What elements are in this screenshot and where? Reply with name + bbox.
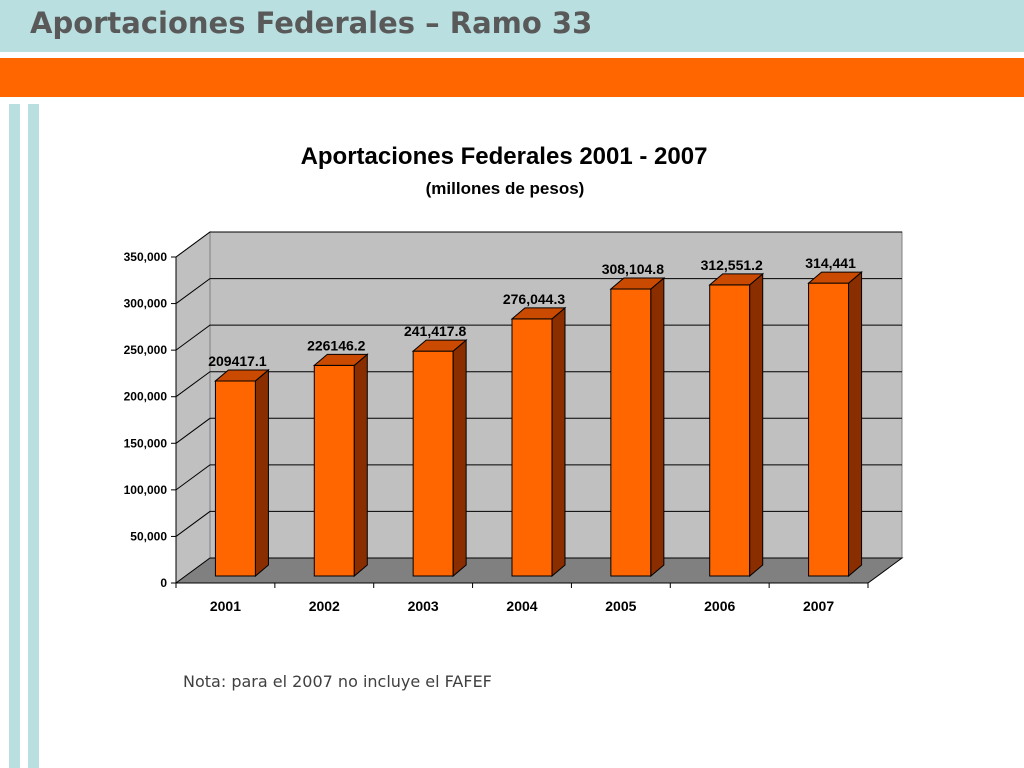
y-tick-label: 200,000 — [124, 390, 168, 404]
bar-side — [848, 271, 863, 578]
y-tick-label: 250,000 — [124, 343, 168, 357]
gridline — [175, 324, 902, 351]
bar — [313, 364, 355, 577]
x-tick-label: 2005 — [605, 598, 636, 614]
bar-top — [312, 353, 369, 366]
y-tick-label: 100,000 — [124, 483, 168, 497]
x-tick-label: 2004 — [506, 598, 537, 614]
bar-top — [411, 339, 468, 352]
bar-side — [452, 339, 467, 578]
decor-stripe-right — [28, 104, 39, 768]
slide-title: Aportaciones Federales – Ramo 33 — [30, 6, 593, 40]
bar-side — [254, 368, 269, 578]
y-tick-label: 0 — [160, 576, 167, 590]
bar-side — [551, 306, 566, 578]
x-tick-label: 2007 — [803, 598, 834, 614]
bar-side — [353, 353, 368, 578]
bar-top — [510, 307, 567, 320]
data-label: 308,104.8 — [602, 261, 664, 277]
y-tick-label: 300,000 — [124, 297, 168, 311]
data-label: 226146.2 — [307, 337, 366, 353]
data-label: 209417.1 — [208, 353, 267, 369]
gridline — [175, 417, 902, 444]
bar-top — [214, 369, 270, 382]
bar-top — [708, 273, 765, 286]
bar — [412, 350, 454, 577]
plot-side-wall — [175, 231, 211, 584]
chart-title: Aportaciones Federales 2001 - 2007 — [301, 143, 708, 170]
data-label: 312,551.2 — [701, 257, 763, 273]
bar — [709, 284, 751, 577]
data-label: 241,417.8 — [404, 323, 466, 339]
y-tick-label: 350,000 — [124, 250, 168, 264]
bar-top — [609, 277, 666, 290]
bar — [808, 282, 850, 577]
y-tick-label: 50,000 — [130, 529, 167, 543]
gridline — [175, 510, 902, 537]
x-tick-label: 2001 — [210, 598, 241, 614]
y-tick-label: 150,000 — [124, 436, 168, 450]
gridline — [175, 464, 902, 491]
bar-side — [650, 276, 665, 578]
footnote: Nota: para el 2007 no incluye el FAFEF — [183, 672, 492, 691]
header-band — [0, 0, 1024, 52]
x-tick-label: 2006 — [704, 598, 735, 614]
data-label: 276,044.3 — [503, 291, 565, 307]
accent-band — [0, 58, 1024, 97]
bar — [610, 288, 652, 577]
gridline — [175, 278, 902, 304]
x-tick-label: 2003 — [408, 598, 439, 614]
chart-subtitle: (millones de pesos) — [426, 179, 585, 198]
bar — [214, 380, 256, 577]
gridline — [175, 371, 902, 398]
bar — [511, 318, 553, 577]
data-label: 314,441 — [805, 255, 856, 271]
bar-top — [807, 271, 863, 284]
x-tick-label: 2002 — [309, 598, 340, 614]
decor-stripe-left — [9, 104, 20, 768]
bar-side — [749, 272, 764, 578]
gridline — [175, 231, 902, 258]
